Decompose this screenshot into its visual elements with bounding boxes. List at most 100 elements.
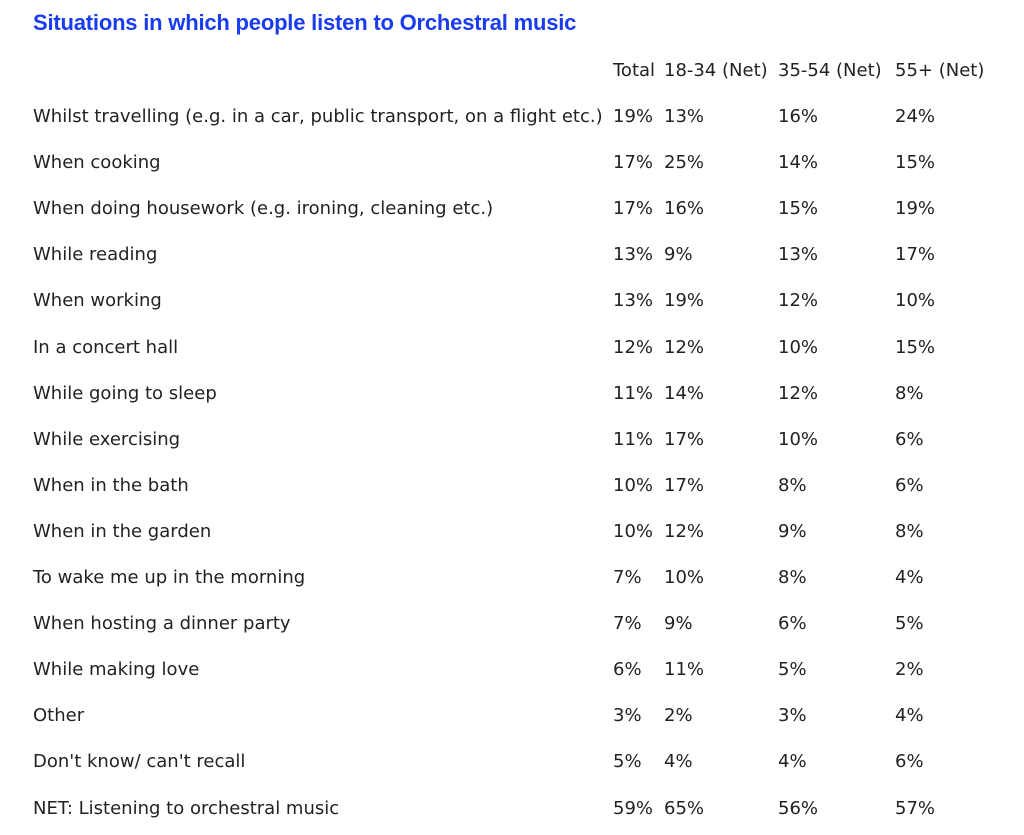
cell-total: 10% [613,475,654,496]
cell-18-34: 2% [664,705,693,726]
cell-18-34: 11% [664,659,705,680]
cell-18-34: 19% [664,290,705,311]
table-row: Other 3% 2% 3% 4% [33,698,993,734]
cell-total: 10% [613,521,654,542]
cell-55-plus: 57% [895,798,936,819]
cell-35-54: 15% [778,198,819,219]
header-18-34: 18-34 (Net) [664,60,768,81]
cell-35-54: 10% [778,337,819,358]
cell-18-34: 12% [664,337,705,358]
cell-18-34: 17% [664,429,705,450]
cell-55-plus: 17% [895,244,936,265]
table-row: When hosting a dinner party 7% 9% 6% 5% [33,606,993,642]
cell-35-54: 12% [778,383,819,404]
cell-total: 12% [613,337,654,358]
row-label: While exercising [33,429,181,450]
table-row: In a concert hall 12% 12% 10% 15% [33,330,993,366]
cell-55-plus: 19% [895,198,936,219]
table-row: When doing housework (e.g. ironing, clea… [33,191,993,227]
cell-total: 13% [613,290,654,311]
cell-18-34: 13% [664,106,705,127]
row-label: NET: Listening to orchestral music [33,798,340,819]
cell-35-54: 5% [778,659,807,680]
cell-35-54: 9% [778,521,807,542]
cell-35-54: 10% [778,429,819,450]
row-label: When in the garden [33,521,212,542]
table-header-row: Total 18-34 (Net) 35-54 (Net) 55+ (Net) [33,53,993,89]
header-55-plus: 55+ (Net) [895,60,985,81]
table-row: While exercising 11% 17% 10% 6% [33,422,993,458]
cell-35-54: 6% [778,613,807,634]
cell-55-plus: 15% [895,152,936,173]
cell-35-54: 56% [778,798,819,819]
cell-35-54: 3% [778,705,807,726]
cell-35-54: 8% [778,475,807,496]
row-label: While reading [33,244,158,265]
cell-total: 6% [613,659,642,680]
row-label: In a concert hall [33,337,179,358]
cell-total: 59% [613,798,654,819]
cell-total: 19% [613,106,654,127]
row-label: While going to sleep [33,383,217,404]
cell-total: 3% [613,705,642,726]
cell-55-plus: 4% [895,567,924,588]
cell-55-plus: 8% [895,383,924,404]
table-row: When working 13% 19% 12% 10% [33,283,993,319]
chart-title: Situations in which people listen to Orc… [33,10,577,35]
cell-18-34: 12% [664,521,705,542]
row-label: When in the bath [33,475,189,496]
cell-total: 7% [613,613,642,634]
cell-55-plus: 10% [895,290,936,311]
cell-18-34: 16% [664,198,705,219]
table-row: Whilst travelling (e.g. in a car, public… [33,99,993,135]
row-label: While making love [33,659,200,680]
row-label: When doing housework (e.g. ironing, clea… [33,198,494,219]
cell-55-plus: 6% [895,429,924,450]
row-label: Whilst travelling (e.g. in a car, public… [33,106,603,127]
row-label: Other [33,705,85,726]
row-label: When hosting a dinner party [33,613,291,634]
cell-35-54: 4% [778,751,807,772]
cell-18-34: 9% [664,244,693,265]
table-row: When in the bath 10% 17% 8% 6% [33,468,993,504]
cell-35-54: 13% [778,244,819,265]
table-row: To wake me up in the morning 7% 10% 8% 4% [33,560,993,596]
cell-18-34: 25% [664,152,705,173]
cell-35-54: 12% [778,290,819,311]
header-total: Total [613,60,656,81]
table-row: NET: Listening to orchestral music 59% 65%… [33,791,993,827]
cell-55-plus: 6% [895,751,924,772]
cell-35-54: 14% [778,152,819,173]
row-label: Don't know/ can't recall [33,751,246,772]
header-35-54: 35-54 (Net) [778,60,882,81]
cell-55-plus: 2% [895,659,924,680]
cell-55-plus: 15% [895,337,936,358]
cell-55-plus: 24% [895,106,936,127]
table-row: Don't know/ can't recall 5% 4% 4% 6% [33,744,993,780]
cell-55-plus: 8% [895,521,924,542]
cell-total: 5% [613,751,642,772]
table-row: While reading 13% 9% 13% 17% [33,237,993,273]
cell-total: 7% [613,567,642,588]
cell-total: 11% [613,383,654,404]
cell-35-54: 8% [778,567,807,588]
cell-total: 17% [613,152,654,173]
row-label: When cooking [33,152,161,173]
cell-55-plus: 6% [895,475,924,496]
cell-18-34: 14% [664,383,705,404]
row-label: When working [33,290,162,311]
cell-18-34: 65% [664,798,705,819]
cell-18-34: 4% [664,751,693,772]
table-row: While making love 6% 11% 5% 2% [33,652,993,688]
cell-total: 13% [613,244,654,265]
cell-18-34: 10% [664,567,705,588]
cell-35-54: 16% [778,106,819,127]
table-row: When in the garden 10% 12% 9% 8% [33,514,993,550]
cell-total: 17% [613,198,654,219]
cell-total: 11% [613,429,654,450]
cell-55-plus: 4% [895,705,924,726]
cell-55-plus: 5% [895,613,924,634]
table-row: While going to sleep 11% 14% 12% 8% [33,376,993,412]
table-row: When cooking 17% 25% 14% 15% [33,145,993,181]
cell-18-34: 9% [664,613,693,634]
